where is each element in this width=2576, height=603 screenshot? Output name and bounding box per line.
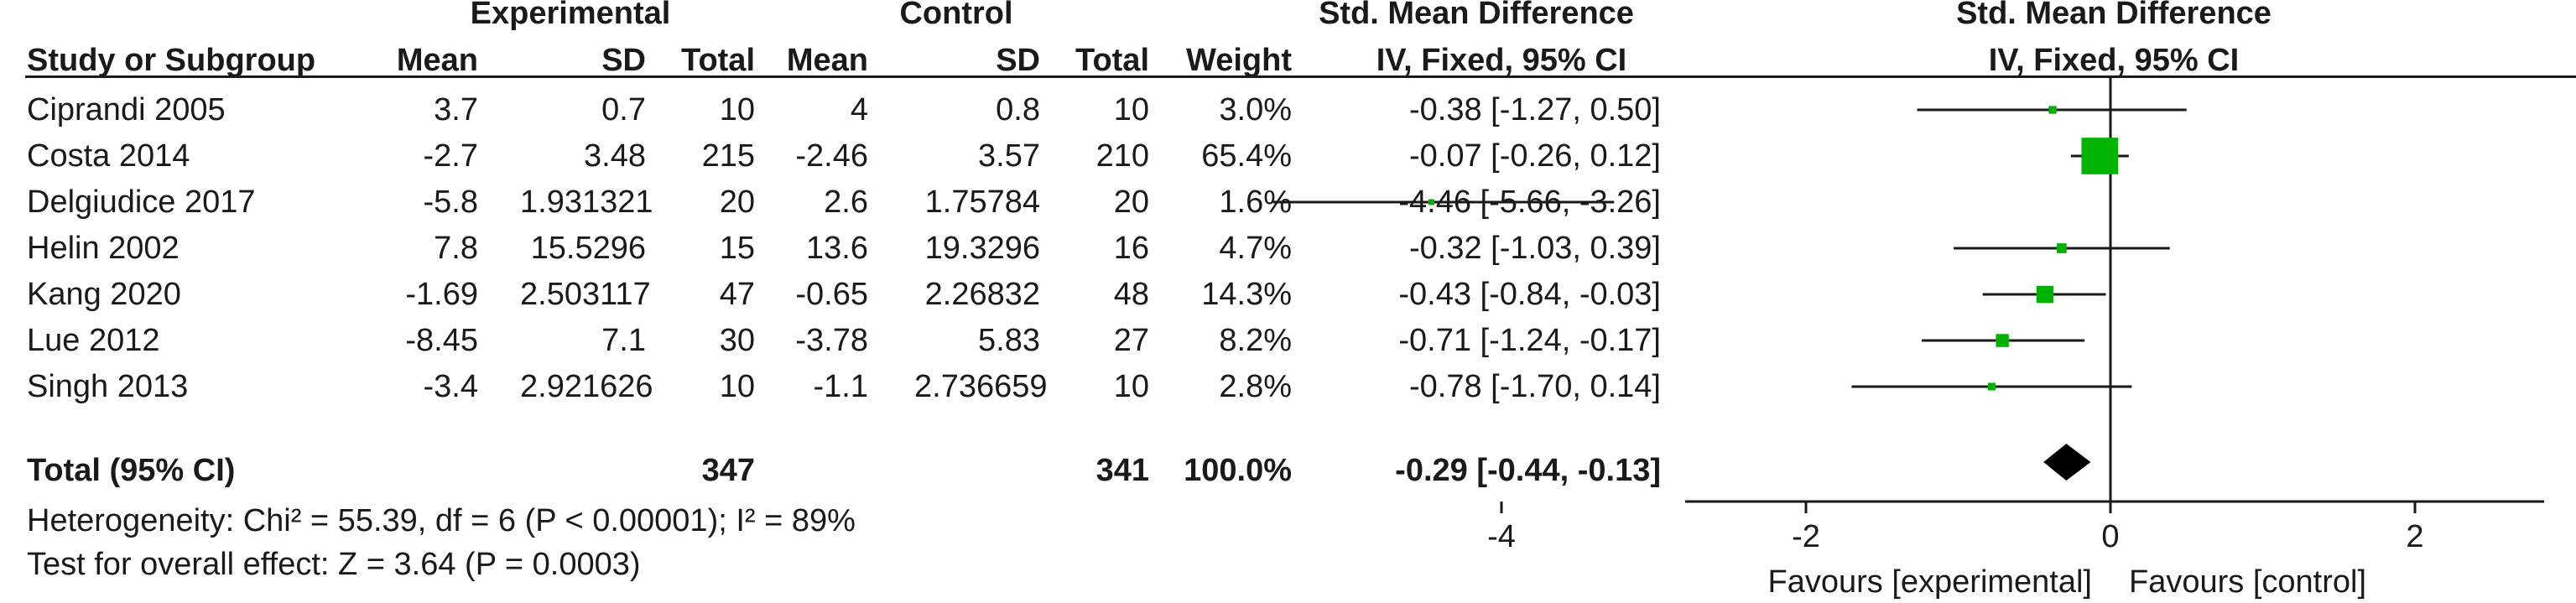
sd-c: 2.736659 (914, 369, 1048, 404)
overall-effect-text: Test for overall effect: Z = 3.64 (P = 0… (27, 547, 641, 582)
mean-e: -3.4 (423, 369, 478, 404)
smd-ci: -0.38 [-1.27, 0.50] (1409, 92, 1661, 127)
smd-ci: -0.43 [-0.84, -0.03] (1398, 277, 1661, 312)
total-c: 16 (1113, 231, 1149, 266)
sd-e: 3.48 (584, 138, 646, 174)
mean-c: 13.6 (806, 231, 868, 266)
total-e: 30 (719, 323, 755, 358)
mean-e: -5.8 (423, 185, 478, 220)
smd-plot-header: Std. Mean Difference (1956, 0, 2272, 31)
weight: 14.3% (1201, 277, 1292, 312)
total-c: 341 (1095, 453, 1149, 488)
col-ci-plot-header: IV, Fixed, 95% CI (1988, 43, 2240, 78)
mean-c: -2.46 (795, 138, 868, 174)
total-e: 47 (719, 277, 755, 312)
total-ci: -0.29 [-0.44, -0.13] (1395, 453, 1661, 488)
study-name: Kang 2020 (27, 277, 181, 312)
mean-e: 7.8 (434, 231, 478, 266)
mean-e: -2.7 (423, 138, 478, 174)
col-total-e-header: Total (681, 43, 755, 78)
total-e: 20 (719, 185, 755, 220)
weight: 3.0% (1219, 92, 1292, 127)
x-tick-label: -2 (1792, 519, 1820, 554)
control-group-header: Control (899, 0, 1013, 31)
mean-c: -0.65 (795, 277, 868, 312)
total-label: Total (95% CI) (27, 453, 236, 488)
smd-ci: -0.07 [-0.26, 0.12] (1409, 138, 1661, 174)
sd-e: 7.1 (601, 323, 646, 358)
col-total-c-header: Total (1075, 43, 1149, 78)
study-name: Ciprandi 2005 (27, 92, 226, 127)
study-name: Helin 2002 (27, 231, 180, 266)
smd-ci: -0.78 [-1.70, 0.14] (1409, 369, 1661, 404)
favours-right-label: Favours [control] (2129, 564, 2366, 600)
col-sd-c-header: SD (996, 43, 1040, 78)
table-header-rule (25, 75, 1690, 78)
x-tick-label: 2 (2406, 519, 2423, 554)
col-ci-table-header: IV, Fixed, 95% CI (1376, 43, 1627, 78)
sd-c: 19.3296 (924, 231, 1040, 266)
mean-c: -1.1 (813, 369, 868, 404)
study-marker (2048, 106, 2057, 114)
mean-c: 2.6 (824, 185, 868, 220)
weight: 4.7% (1219, 231, 1292, 266)
study-marker (1996, 334, 2009, 347)
total-e: 10 (719, 369, 755, 404)
sd-e: 0.7 (601, 92, 646, 127)
plot-header-rule (1690, 75, 2576, 78)
study-name: Delgiudice 2017 (27, 185, 256, 220)
total-c: 10 (1113, 369, 1149, 404)
sd-e: 2.503117 (520, 277, 651, 312)
col-weight-header: Weight (1186, 43, 1292, 78)
mean-e: 3.7 (434, 92, 478, 127)
total-weight: 100.0% (1184, 453, 1292, 488)
weight: 2.8% (1219, 369, 1292, 404)
smd-table-header: Std. Mean Difference (1319, 0, 1634, 31)
total-c: 10 (1113, 92, 1149, 127)
weight: 8.2% (1219, 323, 1292, 358)
sd-c: 2.26832 (924, 277, 1040, 312)
study-marker (1987, 382, 1996, 391)
total-e: 10 (719, 92, 755, 127)
mean-c: 4 (850, 92, 868, 127)
smd-ci: -0.32 [-1.03, 0.39] (1409, 231, 1661, 266)
study-marker (2081, 138, 2119, 174)
favours-left-label: Favours [experimental] (1768, 564, 2093, 600)
study-marker (2057, 243, 2067, 253)
total-e: 215 (701, 138, 755, 174)
col-study-header: Study or Subgroup (27, 43, 316, 78)
mean-e: -1.69 (405, 277, 478, 312)
study-name: Costa 2014 (27, 138, 190, 174)
total-e: 15 (719, 231, 755, 266)
col-mean-e-header: Mean (396, 43, 478, 78)
total-c: 210 (1095, 138, 1149, 174)
sd-e: 15.5296 (530, 231, 646, 266)
study-marker (1429, 199, 1435, 205)
sd-c: 5.83 (978, 323, 1040, 358)
total-c: 48 (1113, 277, 1149, 312)
heterogeneity-text: Heterogeneity: Chi² = 55.39, df = 6 (P <… (27, 503, 856, 538)
sd-e: 1.931321 (520, 185, 653, 220)
sd-c: 1.75784 (924, 185, 1040, 220)
col-sd-e-header: SD (601, 43, 646, 78)
total-c: 20 (1113, 185, 1149, 220)
mean-c: -3.78 (795, 323, 868, 358)
study-name: Lue 2012 (27, 323, 160, 358)
study-name: Singh 2013 (27, 369, 189, 404)
sd-c: 0.8 (996, 92, 1040, 127)
total-e: 347 (701, 453, 755, 488)
experimental-group-header: Experimental (470, 0, 671, 31)
x-tick-label: -4 (1487, 519, 1516, 554)
x-tick-label: 0 (2101, 519, 2119, 554)
smd-ci: -0.71 [-1.24, -0.17] (1398, 323, 1661, 358)
sd-c: 3.57 (978, 138, 1040, 174)
study-marker (2036, 285, 2054, 304)
col-mean-c-header: Mean (786, 43, 868, 78)
pooled-diamond (2043, 444, 2091, 481)
total-c: 27 (1113, 323, 1149, 358)
mean-e: -8.45 (405, 323, 478, 358)
weight: 65.4% (1201, 138, 1292, 174)
sd-e: 2.921626 (520, 369, 653, 404)
